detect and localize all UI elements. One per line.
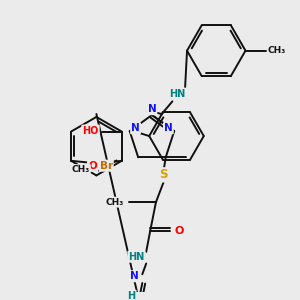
Text: Br: Br xyxy=(100,161,113,171)
Text: HN: HN xyxy=(169,88,185,99)
Text: H: H xyxy=(128,291,136,300)
Text: N: N xyxy=(164,123,173,133)
Text: S: S xyxy=(160,168,168,182)
Text: O: O xyxy=(175,226,184,236)
Text: N: N xyxy=(131,123,140,133)
Text: HO: HO xyxy=(82,126,99,136)
Text: HN: HN xyxy=(128,252,145,262)
Text: N: N xyxy=(130,271,139,281)
Text: CH₃: CH₃ xyxy=(106,198,124,207)
Text: N: N xyxy=(148,104,156,114)
Text: CH₃: CH₃ xyxy=(72,165,90,174)
Text: O: O xyxy=(88,161,97,171)
Text: CH₃: CH₃ xyxy=(268,46,286,55)
